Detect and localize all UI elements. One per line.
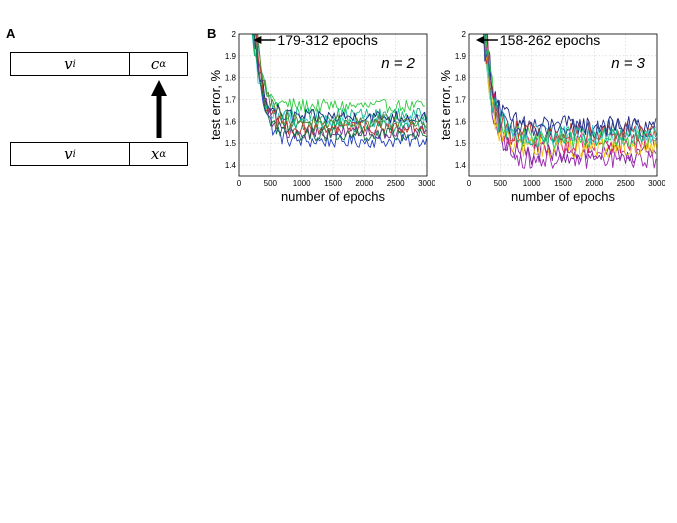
- y-tick-label: 1.5: [225, 139, 237, 148]
- up-arrow: [151, 80, 167, 138]
- x-tick-label: 3000: [648, 179, 665, 188]
- top-right-sub: α: [159, 58, 167, 70]
- series-line: [255, 34, 427, 148]
- series-line: [257, 34, 427, 129]
- x-tick-label: 2500: [387, 179, 405, 188]
- y-tick-label: 2: [232, 30, 237, 39]
- bottom-left-var: v: [64, 145, 73, 163]
- series-line: [255, 34, 426, 136]
- x-tick-label: 1500: [554, 179, 572, 188]
- n-label: n = 2: [381, 55, 415, 72]
- x-tick-label: 2000: [355, 179, 373, 188]
- y-tick-label: 1.4: [455, 161, 467, 170]
- x-tick-label: 3000: [418, 179, 435, 188]
- x-axis-label: number of epochs: [281, 189, 386, 204]
- top-left-sub: i: [72, 58, 76, 70]
- top-left-var: v: [64, 55, 73, 73]
- y-tick-label: 1.8: [455, 74, 467, 83]
- x-tick-label: 1500: [324, 179, 342, 188]
- y-axis-label: test error, %: [440, 70, 453, 141]
- annotation-arrowhead: [253, 36, 262, 44]
- series-line: [485, 34, 656, 150]
- annotation-text: 158-262 epochs: [500, 32, 600, 48]
- annotation-text: 179-312 epochs: [277, 32, 377, 48]
- y-tick-label: 1.6: [225, 117, 237, 126]
- y-axis-label: test error, %: [210, 70, 223, 141]
- y-tick-label: 1.5: [455, 139, 467, 148]
- series-group: [251, 34, 427, 148]
- series-line: [484, 34, 657, 148]
- x-tick-label: 500: [264, 179, 278, 188]
- x-tick-label: 500: [494, 179, 508, 188]
- top-right-var: c: [150, 55, 160, 73]
- chart-n3: 0 500 1000 1500 2000 2500 3000 1.4 1.5 1.6 1.7 1.8 1…: [440, 30, 665, 204]
- x-tick-label: 0: [237, 179, 242, 188]
- x-axis-label: number of epochs: [511, 189, 616, 204]
- bottom-right-var: x: [150, 145, 160, 163]
- x-tick-label: 0: [467, 179, 472, 188]
- axes-frame: [238, 33, 428, 177]
- series-line: [252, 34, 427, 134]
- x-tick-label: 1000: [523, 179, 541, 188]
- bottom-left-sub: i: [72, 148, 76, 160]
- y-tick-label: 2: [462, 30, 467, 39]
- bottom-right-sub: α: [159, 148, 167, 160]
- series-line: [253, 34, 427, 142]
- x-tick-label: 2000: [585, 179, 603, 188]
- chart-n2: 0 500 1000 1500 2000 2500 3000 1.4 1.5 1.6 1.7 1.8 1…: [210, 30, 435, 204]
- panel-a-label: A: [6, 26, 16, 41]
- series-line: [483, 34, 656, 143]
- x-tick-label: 1000: [293, 179, 311, 188]
- y-tick-label: 1.9: [225, 52, 237, 61]
- y-tick-label: 1.9: [455, 52, 467, 61]
- panel-b-label: B: [207, 26, 217, 41]
- y-tick-label: 1.7: [225, 96, 237, 105]
- series-group: [483, 34, 657, 169]
- y-tick-label: 1.6: [455, 117, 467, 126]
- x-tick-label: 2500: [617, 179, 635, 188]
- series-line: [483, 34, 657, 159]
- series-line: [256, 34, 427, 123]
- series-line: [483, 34, 657, 138]
- n-label: n = 3: [611, 55, 645, 72]
- y-tick-label: 1.7: [455, 96, 467, 105]
- y-tick-label: 1.8: [225, 74, 237, 83]
- y-tick-label: 1.4: [225, 161, 237, 170]
- annotation-arrowhead: [475, 36, 484, 44]
- series-line: [486, 34, 656, 136]
- axes-frame: [468, 33, 658, 177]
